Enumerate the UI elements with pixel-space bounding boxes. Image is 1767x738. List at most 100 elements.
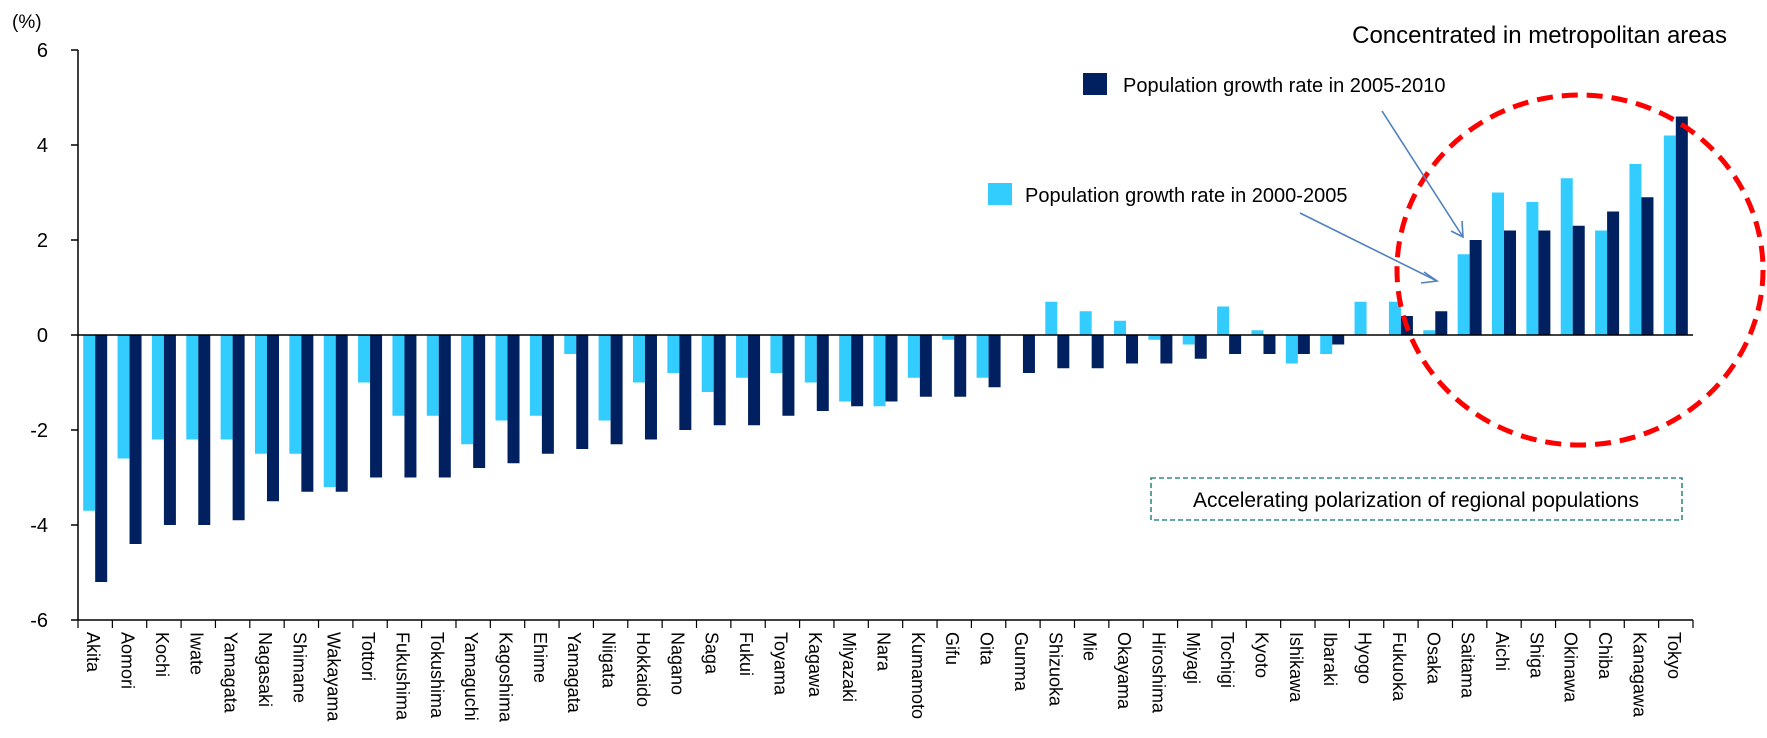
legend-arrows: [1299, 110, 1464, 284]
x-tick-label: Chiba: [1595, 632, 1615, 680]
x-tick-label: Osaka: [1423, 632, 1443, 685]
x-tick-label: Okayama: [1114, 632, 1134, 710]
bar-2005-2010: [1022, 335, 1035, 373]
bar-2005-2010: [679, 335, 692, 430]
bar-2005-2010: [851, 335, 864, 407]
bar-2000-2005: [529, 335, 542, 416]
bar-2005-2010: [713, 335, 726, 426]
bar-2005-2010: [301, 335, 314, 492]
bar-2000-2005: [632, 335, 645, 383]
x-tick-label: Yamagata: [564, 632, 584, 714]
bar-2000-2005: [461, 335, 474, 445]
bar-2005-2010: [885, 335, 898, 402]
x-tick-labels: Akita Aomori Kochi Iwate Yamagata Nagasaki Shi…: [83, 632, 1684, 723]
bar-2005-2010: [988, 335, 1001, 388]
bar-2000-2005: [151, 335, 164, 440]
bar-2005-2010: [1057, 335, 1070, 369]
bar-2005-2010: [129, 335, 142, 544]
y-axis: -6 -4 -2 0 2 4 6: [30, 40, 79, 632]
x-tick-label: Kanagawa: [1629, 632, 1649, 718]
bar-2005-2010: [1607, 211, 1620, 335]
bar-2000-2005: [1285, 335, 1298, 364]
y-tick-label: -2: [30, 420, 48, 442]
y-tick-label: -6: [30, 610, 48, 632]
legend: Population growth rate in 2005-2010 Popu…: [988, 73, 1445, 207]
bar-2000-2005: [1354, 301, 1367, 335]
bar-2005-2010: [1469, 240, 1482, 335]
bar-2000-2005: [804, 335, 817, 383]
bar-2000-2005: [1148, 335, 1161, 340]
bar-2005-2010: [1675, 116, 1688, 335]
arrow-head-2000-2005: [1420, 271, 1440, 284]
x-tick-label: Shizuoka: [1045, 632, 1065, 707]
y-tick-label: -4: [30, 515, 48, 537]
bar-2000-2005: [323, 335, 336, 487]
bar-2000-2005: [1457, 254, 1470, 335]
bar-2005-2010: [748, 335, 761, 426]
arrow-head-2005-2010: [1450, 220, 1464, 239]
x-tick-label: Oita: [977, 632, 997, 666]
bar-2005-2010: [1435, 311, 1448, 335]
x-tick-label: Yamaguchi: [461, 632, 481, 721]
x-tick-label: Kochi: [152, 632, 172, 677]
bar-2005-2010: [576, 335, 589, 449]
arrow-2005-2010: [1381, 110, 1464, 238]
bar-2005-2010: [541, 335, 554, 454]
x-tick-label: Miyagi: [1183, 632, 1203, 684]
x-tick-label: Ishikawa: [1286, 632, 1306, 703]
x-tick-label: Hyogo: [1355, 632, 1375, 684]
x-tick-label: Ibaraki: [1320, 632, 1340, 686]
bar-2000-2005: [839, 335, 852, 402]
bar-2000-2005: [1182, 335, 1195, 345]
bar-2000-2005: [1526, 202, 1539, 335]
bar-2000-2005: [1492, 192, 1505, 335]
bar-2000-2005: [770, 335, 783, 373]
x-tick-label: Wakayama: [324, 632, 344, 722]
x-tick-label: Hokkaido: [633, 632, 653, 707]
bar-2005-2010: [1504, 230, 1517, 335]
bar-2000-2005: [1629, 164, 1642, 335]
y-tick-label: 2: [37, 230, 48, 252]
bar-2005-2010: [1297, 335, 1310, 354]
bar-2000-2005: [495, 335, 508, 421]
arrow-2000-2005: [1299, 212, 1438, 282]
legend-label-2005-2010: Population growth rate in 2005-2010: [1123, 75, 1445, 97]
x-tick-label: Toyama: [770, 632, 790, 696]
legend-swatch-2005-2010: [1083, 73, 1107, 95]
bar-2005-2010: [198, 335, 211, 525]
metropolitan-highlight-circle: [1394, 92, 1766, 448]
bar-2000-2005: [220, 335, 233, 440]
y-tick-label: 4: [37, 135, 48, 157]
legend-swatch-2000-2005: [988, 183, 1012, 205]
bar-2000-2005: [1114, 320, 1127, 335]
x-tick-label: Tokushima: [427, 632, 447, 719]
bar-2000-2005: [1217, 306, 1230, 335]
x-tick-label: Akita: [83, 632, 103, 673]
bar-2000-2005: [1388, 301, 1401, 335]
bar-2005-2010: [163, 335, 176, 525]
x-tick-label: Tochigi: [1217, 632, 1237, 688]
bar-2005-2010: [1194, 335, 1207, 359]
bar-2000-2005: [358, 335, 371, 383]
bar-2005-2010: [232, 335, 245, 521]
bar-2000-2005: [1423, 330, 1436, 335]
x-tick-label: Hiroshima: [1148, 632, 1168, 714]
bar-2000-2005: [1663, 135, 1676, 335]
bar-2005-2010: [1572, 225, 1585, 335]
bar-2005-2010: [1160, 335, 1173, 364]
bar-2000-2005: [736, 335, 749, 378]
bar-2005-2010: [370, 335, 383, 478]
x-tick-label: Nagasaki: [255, 632, 275, 707]
bar-2000-2005: [907, 335, 920, 378]
x-tick-label: Gunma: [1011, 632, 1031, 692]
x-tick-label: Aichi: [1492, 632, 1512, 671]
bar-2005-2010: [816, 335, 829, 411]
bar-2000-2005: [942, 335, 955, 340]
bar-2000-2005: [1251, 330, 1264, 335]
bar-2000-2005: [83, 335, 96, 511]
bar-2005-2010: [473, 335, 486, 468]
y-tick-label: 0: [37, 325, 48, 347]
x-tick-label: Miyazaki: [839, 632, 859, 702]
bar-2005-2010: [1641, 197, 1654, 335]
bar-2000-2005: [1595, 230, 1608, 335]
